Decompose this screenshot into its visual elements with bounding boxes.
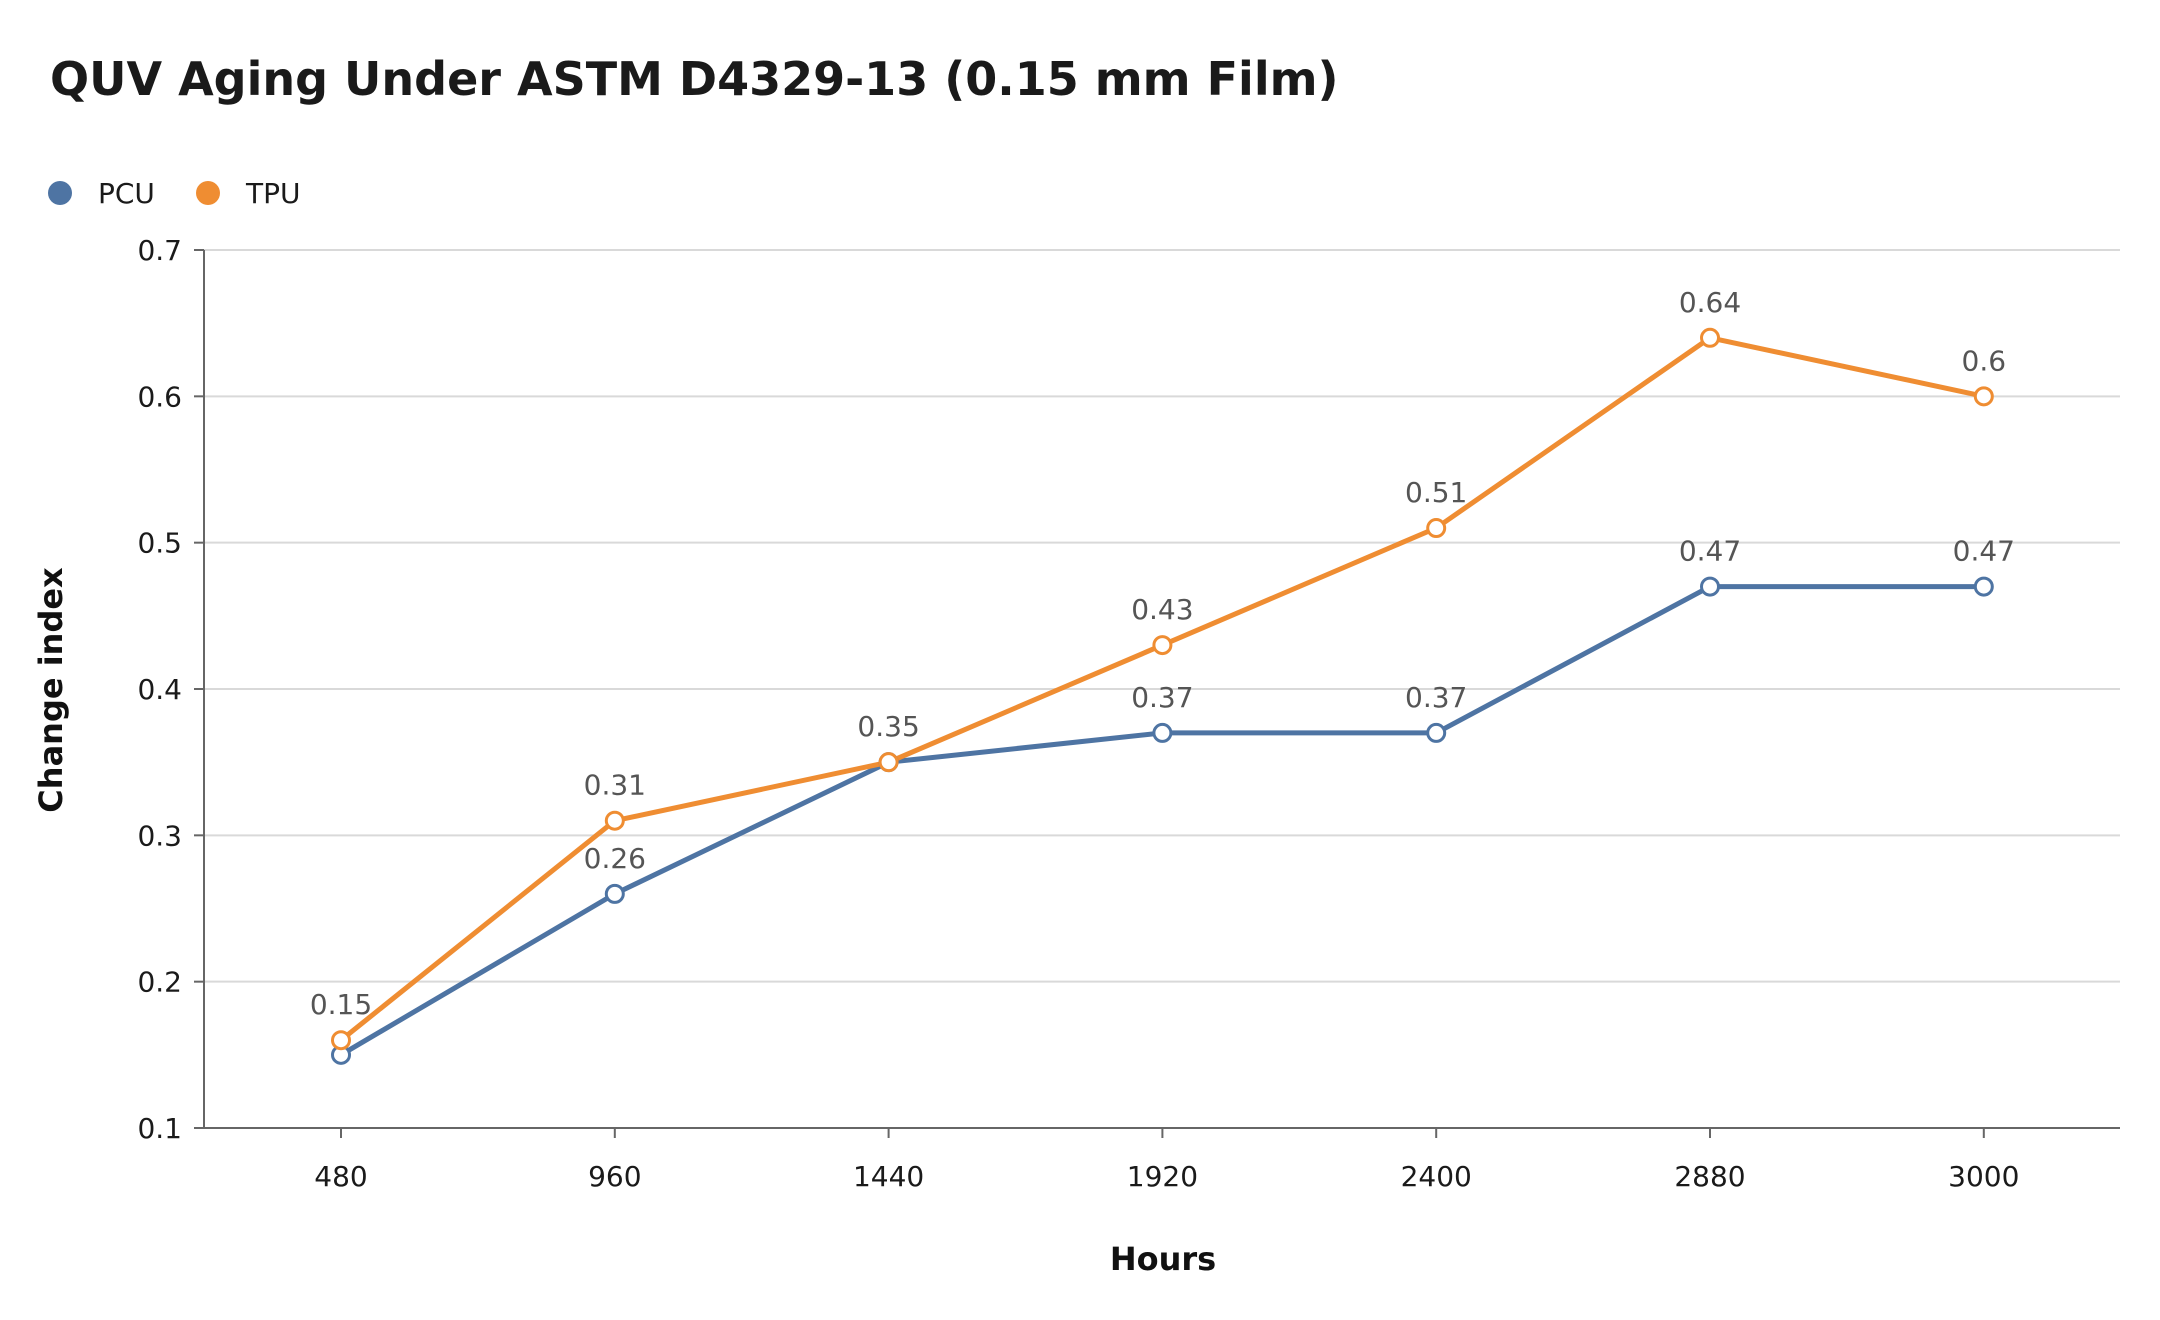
legend-label-pcu: PCU	[98, 177, 155, 210]
data-point-pcu	[1152, 722, 1173, 743]
series-group	[331, 327, 1994, 1065]
x-tick-label: 1920	[1127, 1160, 1198, 1193]
x-axis-title: Hours	[1110, 1240, 1216, 1278]
data-point-tpu	[331, 1030, 351, 1051]
y-tick-label: 0.7	[137, 234, 182, 267]
chart-title: QUV Aging Under ASTM D4329-13 (0.15 mm F…	[50, 52, 1339, 106]
x-tick-label: 3000	[1948, 1160, 2019, 1193]
data-label-pcu: 0.37	[1405, 681, 1467, 714]
data-point-tpu	[878, 752, 899, 773]
data-point-tpu	[1426, 518, 1447, 539]
data-label-pcu: 0.47	[1679, 535, 1741, 568]
legend: PCU TPU	[48, 177, 300, 210]
data-point-tpu	[1700, 327, 1720, 348]
x-tick-label: 2400	[1401, 1160, 1472, 1193]
data-point-tpu	[1973, 386, 1994, 407]
x-axis-ticks: 480 960 1440 1920 2400 2880 3000	[314, 1128, 2019, 1193]
data-labels: 0.26 0.37 0.37 0.47 0.47 0.15 0.31 0.35 0.43 0.51…	[310, 286, 2015, 1021]
y-tick-label: 0.5	[137, 527, 182, 560]
data-label-tpu: 0.31	[584, 769, 646, 802]
legend-label-tpu: TPU	[245, 177, 300, 210]
data-point-pcu	[1700, 576, 1720, 597]
data-point-pcu	[1426, 722, 1447, 743]
y-tick-label: 0.2	[137, 966, 182, 999]
y-tick-label: 0.6	[137, 380, 182, 413]
y-tick-label: 0.4	[137, 673, 182, 706]
x-tick-label: 2880	[1674, 1160, 1745, 1193]
y-tick-label: 0.3	[137, 819, 182, 852]
y-tick-label: 0.1	[137, 1112, 182, 1145]
x-tick-label: 480	[314, 1160, 367, 1193]
data-label-pcu: 0.37	[1131, 681, 1193, 714]
y-axis-ticks: 0.1 0.2 0.3 0.4 0.5 0.6 0.7	[137, 234, 204, 1145]
data-label-tpu: 0.35	[857, 710, 919, 743]
x-tick-label: 960	[588, 1160, 641, 1193]
data-point-tpu	[604, 810, 625, 831]
series-line-pcu	[339, 584, 1984, 1057]
data-label-tpu: 0.6	[1962, 344, 2007, 377]
data-point-pcu	[1973, 576, 1994, 597]
x-tick-label: 1440	[853, 1160, 924, 1193]
grid-lines	[204, 249, 2120, 983]
data-label-tpu: 0.64	[1679, 286, 1741, 319]
data-label-tpu: 0.43	[1131, 593, 1193, 626]
data-label-pcu: 0.26	[584, 842, 646, 875]
data-point-tpu	[1152, 635, 1173, 656]
data-point-pcu	[604, 883, 625, 904]
y-axis-title: Change index	[32, 567, 70, 813]
legend-marker-pcu	[48, 181, 72, 205]
data-label-pcu: 0.47	[1953, 535, 2015, 568]
data-label-tpu: 0.51	[1405, 476, 1467, 509]
legend-marker-tpu	[196, 181, 220, 205]
data-label-tpu: 0.15	[310, 988, 372, 1021]
